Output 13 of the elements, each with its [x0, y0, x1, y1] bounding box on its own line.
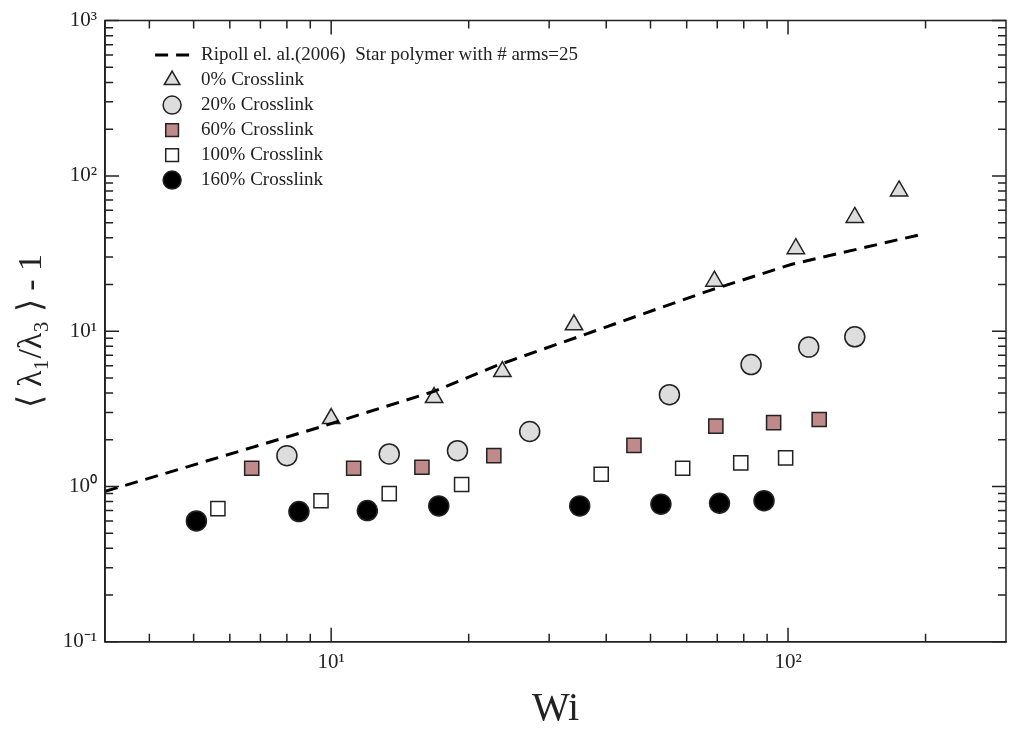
legend-label: Ripoll el. al.(2006) Star polymer with # arms=25 [201, 43, 579, 66]
legend-label: 160% Crosslink [201, 168, 324, 190]
x-axis-title: Wi [531, 683, 580, 729]
y-tick-label: 10¹ [69, 317, 98, 342]
legend-label: 100% Crosslink [201, 143, 324, 165]
y-tick-label: 10³ [69, 7, 98, 32]
y-tick-label: 10⁻¹ [62, 628, 98, 653]
y-axis-title: ⟨ λ₁/λ₃ ⟩ - 1 [11, 253, 49, 409]
legend-label: 0% Crosslink [201, 68, 305, 90]
legend-label: 20% Crosslink [201, 93, 315, 115]
legend-label: 60% Crosslink [201, 118, 315, 140]
y-tick-label: 10⁰ [69, 473, 98, 498]
y-tick-label: 10² [69, 162, 98, 187]
